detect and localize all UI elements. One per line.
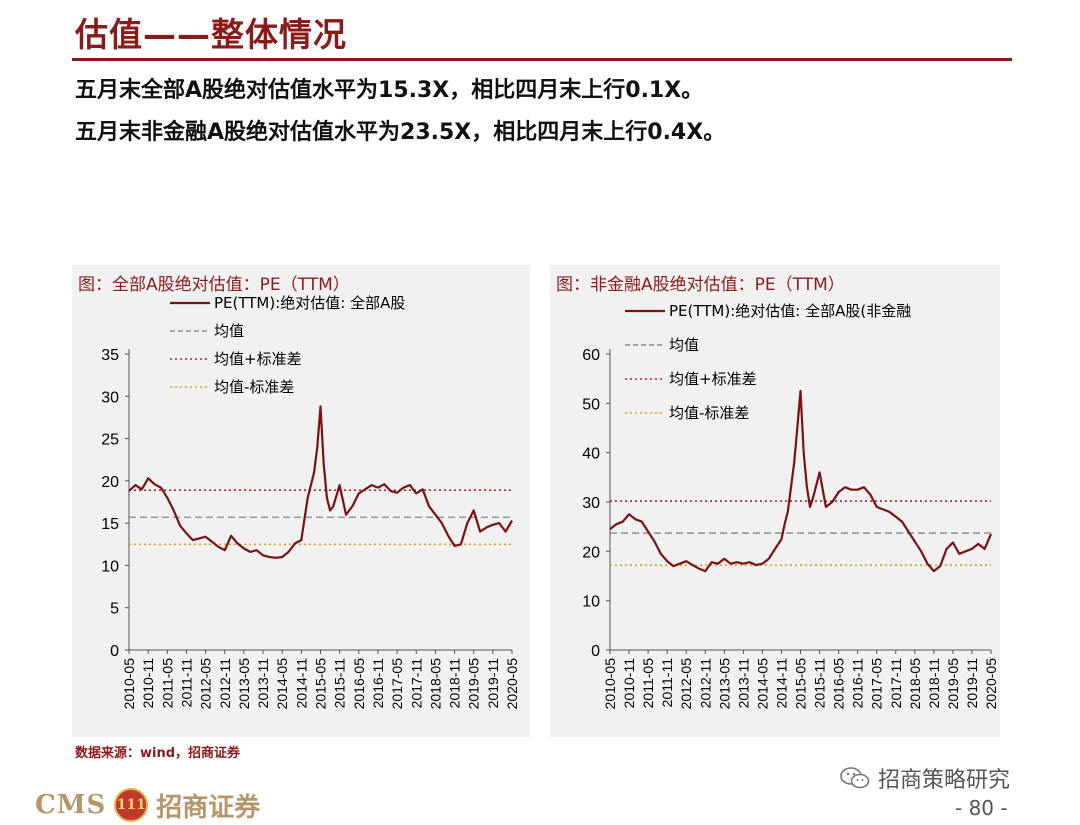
legend-label: 均值-标准差 xyxy=(214,378,294,396)
company-logo: CMS 111 招商证券 xyxy=(35,788,261,823)
chart-panel-all-a-shares: 图：全部A股绝对估值：PE（TTM） 0 5 10 15 20 25 30 35 2010-05… xyxy=(72,265,530,737)
x-tick-label: 2017-05 xyxy=(389,658,405,710)
x-tick-label: 2016-11 xyxy=(370,658,386,709)
x-tick-label: 2015-05 xyxy=(793,658,809,710)
x-tick-label: 2012-05 xyxy=(198,658,214,710)
title-divider xyxy=(72,58,1012,61)
summary-line-1: 五月末全部A股绝对估值水平为15.3X，相比四月末上行0.1X。 xyxy=(75,78,704,103)
page-number: - 80 - xyxy=(955,796,1008,820)
page-title: 估值——整体情况 xyxy=(75,15,347,54)
legend-label: 均值 xyxy=(214,322,244,340)
wechat-account: 招商策略研究 xyxy=(840,762,1010,794)
y-tick-label: 10 xyxy=(582,594,600,611)
y-tick-label: 20 xyxy=(582,544,600,561)
legend-label: PE(TTM):绝对估值: 全部A股 xyxy=(214,294,405,312)
wechat-icon xyxy=(840,767,870,789)
x-tick-label: 2016-05 xyxy=(351,658,367,710)
x-tick-label: 2013-05 xyxy=(236,658,252,710)
x-tick-label: 2015-05 xyxy=(313,658,329,710)
y-tick-label: 30 xyxy=(101,389,119,406)
x-tick-label: 2010-11 xyxy=(621,658,637,709)
chart-title: 图：全部A股绝对估值：PE（TTM） xyxy=(78,275,350,295)
x-tick-label: 2016-11 xyxy=(850,658,866,709)
x-tick-label: 2017-11 xyxy=(408,658,424,709)
x-tick-label: 2020-05 xyxy=(983,658,999,710)
x-tick-label: 2011-11 xyxy=(659,658,675,708)
x-tick-label: 2018-11 xyxy=(447,658,463,709)
data-source-note: 数据来源：wind，招商证券 xyxy=(75,746,241,761)
x-tick-label: 2018-05 xyxy=(907,658,923,710)
logo-cms-text: CMS xyxy=(35,790,107,820)
legend-label: 均值+标准差 xyxy=(669,370,757,388)
y-tick-label: 25 xyxy=(101,432,119,449)
x-tick-label: 2014-11 xyxy=(293,658,309,709)
y-tick-label: 5 xyxy=(110,601,119,618)
x-tick-label: 2012-05 xyxy=(678,658,694,710)
legend-label: PE(TTM):绝对估值: 全部A股(非金融 xyxy=(669,302,911,320)
x-tick-label: 2017-11 xyxy=(888,658,904,709)
chart-panel-non-financial: 图：非金融A股绝对估值：PE（TTM） 0 10 20 30 40 50 60 2010-05… xyxy=(550,265,1000,737)
y-tick-label: 0 xyxy=(110,643,119,660)
x-tick-label: 2011-05 xyxy=(159,658,175,709)
x-tick-label: 2013-05 xyxy=(716,658,732,710)
x-tick-label: 2014-11 xyxy=(773,658,789,709)
x-tick-label: 2015-11 xyxy=(332,658,348,709)
x-tick-label: 2018-05 xyxy=(427,658,443,710)
logo-coin-icon: 111 xyxy=(114,788,149,822)
summary-line-2: 五月末非金融A股绝对估值水平为23.5X，相比四月末上行0.4X。 xyxy=(75,120,726,145)
x-tick-label: 2013-11 xyxy=(255,658,271,709)
x-tick-label: 2015-11 xyxy=(812,658,828,709)
pe-chart-non-financial: 0 10 20 30 40 50 60 2010-05 2010-11 2011-05 2011-1… xyxy=(582,302,999,710)
x-tick-label: 2012-11 xyxy=(217,658,233,709)
x-tick-label: 2014-05 xyxy=(274,658,290,710)
legend-label: 均值-标准差 xyxy=(669,404,749,422)
pe-series-line xyxy=(128,405,513,559)
x-tick-label: 2019-11 xyxy=(485,658,501,709)
x-tick-label: 2019-05 xyxy=(466,658,482,710)
y-tick-label: 60 xyxy=(582,347,600,364)
y-tick-label: 0 xyxy=(591,643,600,660)
pe-chart-all-a-shares: 0 5 10 15 20 25 30 35 2010-05 2010-11 2011-05 2011-… xyxy=(101,294,520,710)
x-tick-label: 2012-11 xyxy=(697,658,713,709)
x-tick-label: 2020-05 xyxy=(504,658,520,710)
x-tick-label: 2016-05 xyxy=(831,658,847,710)
y-tick-label: 10 xyxy=(101,558,119,575)
pe-series-line xyxy=(609,389,993,573)
x-tick-label: 2019-05 xyxy=(945,658,961,710)
x-tick-label: 2019-11 xyxy=(964,658,980,709)
wechat-label: 招商策略研究 xyxy=(878,768,1011,793)
x-tick-label: 2018-11 xyxy=(926,658,942,709)
y-tick-label: 20 xyxy=(101,474,119,491)
x-tick-label: 2011-11 xyxy=(178,658,194,708)
x-tick-label: 2017-05 xyxy=(869,658,885,710)
x-tick-label: 2010-05 xyxy=(121,658,137,710)
legend-label: 均值 xyxy=(669,336,699,354)
x-tick-label: 2013-11 xyxy=(735,658,751,709)
y-tick-label: 15 xyxy=(101,516,119,533)
y-tick-label: 40 xyxy=(582,446,600,463)
x-tick-label: 2011-05 xyxy=(640,658,656,709)
logo-brand-text: 招商证券 xyxy=(156,792,261,823)
x-tick-label: 2014-05 xyxy=(754,658,770,710)
legend-label: 均值+标准差 xyxy=(214,350,302,368)
chart-title: 图：非金融A股绝对估值：PE（TTM） xyxy=(556,275,845,295)
y-tick-label: 35 xyxy=(101,347,119,364)
y-tick-label: 50 xyxy=(582,396,600,413)
x-tick-label: 2010-05 xyxy=(602,658,618,710)
y-tick-label: 30 xyxy=(582,495,600,512)
x-tick-label: 2010-11 xyxy=(140,658,156,709)
